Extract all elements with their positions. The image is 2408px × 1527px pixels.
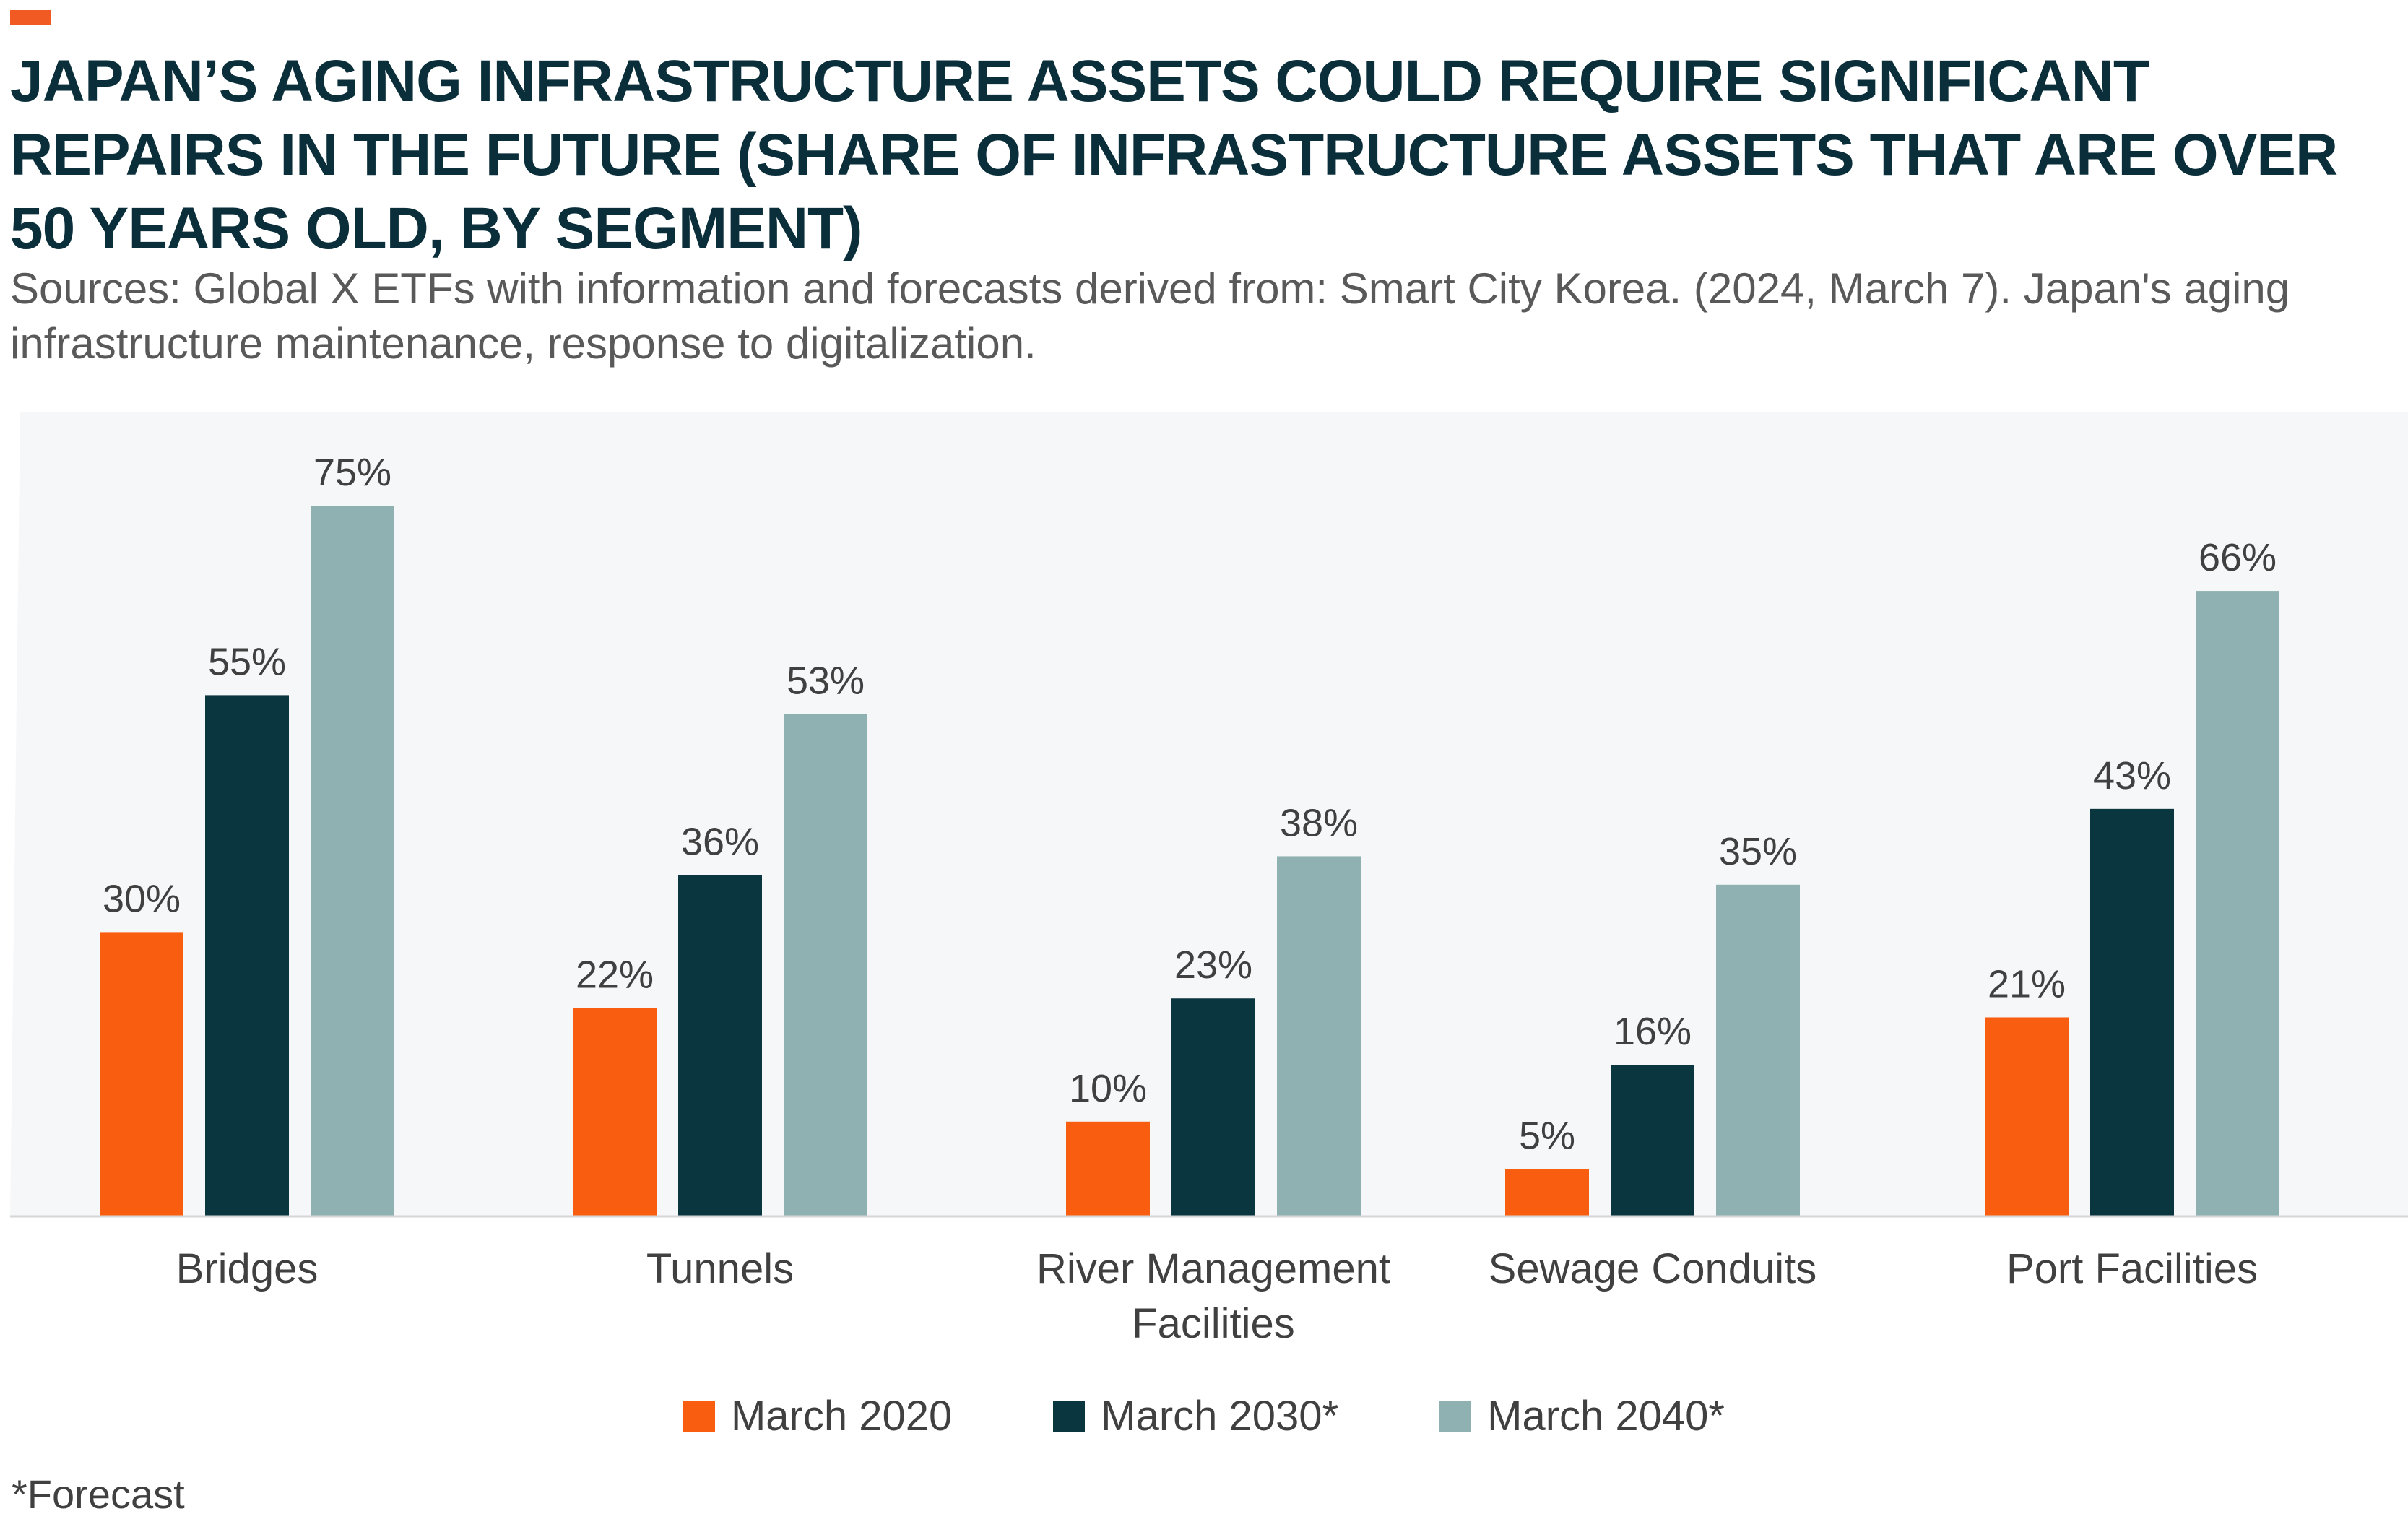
data-label-3-0: 5%: [1519, 1114, 1575, 1157]
legend-item-1: March 2030*: [1053, 1391, 1338, 1442]
legend-swatch-2: [1439, 1401, 1472, 1432]
category-label-1: Tunnels: [646, 1245, 794, 1292]
data-label-2-0: 10%: [1069, 1067, 1147, 1110]
legend-item-2: March 2040*: [1439, 1391, 1725, 1442]
data-label-2-1: 23%: [1174, 943, 1252, 987]
bar-2-1: [1171, 998, 1255, 1216]
bar-3-2: [1716, 884, 1800, 1216]
data-label-0-2: 75%: [313, 451, 391, 494]
data-label-3-1: 16%: [1614, 1010, 1692, 1053]
category-label-4: Port Facilities: [2006, 1245, 2258, 1292]
bar-0-0: [100, 932, 183, 1216]
data-label-0-0: 30%: [103, 877, 181, 920]
data-label-1-1: 36%: [681, 821, 759, 864]
legend-swatch-1: [1053, 1401, 1086, 1432]
bar-4-1: [2090, 808, 2174, 1216]
accent-bar: [10, 10, 51, 25]
legend-label-1: March 2030*: [1101, 1393, 1339, 1440]
bar-3-1: [1611, 1065, 1694, 1216]
data-label-1-0: 22%: [576, 953, 654, 996]
data-label-4-1: 43%: [2093, 754, 2171, 797]
data-label-4-0: 21%: [1988, 962, 2066, 1005]
chart-title: JAPAN’S AGING INFRASTRUCTURE ASSETS COUL…: [10, 48, 2338, 261]
data-label-3-2: 35%: [1719, 830, 1797, 873]
category-label-2-line1: Facilities: [1132, 1300, 1295, 1347]
bar-4-0: [1985, 1017, 2069, 1216]
chart-subtitle: Sources: Global X ETFs with information …: [10, 264, 2290, 368]
legend-label-2: March 2040*: [1487, 1393, 1725, 1440]
bar-1-1: [678, 875, 762, 1216]
legend: March 2020 March 2030* March 2040*: [0, 1391, 2408, 1442]
legend-label-0: March 2020: [730, 1393, 953, 1440]
bar-0-1: [205, 695, 289, 1216]
category-label-3: Sewage Conduits: [1489, 1245, 1817, 1292]
legend-item-0: March 2020: [683, 1391, 952, 1442]
category-label-2-line0: River Management: [1036, 1245, 1390, 1292]
bar-1-0: [573, 1008, 657, 1216]
data-label-2-2: 38%: [1280, 801, 1358, 844]
bar-0-2: [311, 506, 394, 1216]
bar-3-0: [1505, 1169, 1589, 1216]
data-label-4-2: 66%: [2199, 536, 2277, 579]
bar-4-2: [2196, 591, 2279, 1216]
data-label-1-2: 53%: [787, 659, 865, 703]
footnote: *Forecast: [12, 1471, 185, 1517]
bar-1-2: [784, 714, 867, 1216]
bar-2-0: [1066, 1121, 1150, 1216]
legend-swatch-0: [683, 1401, 715, 1432]
bar-2-2: [1277, 856, 1361, 1216]
category-label-0: Bridges: [176, 1245, 319, 1292]
data-label-0-1: 55%: [208, 640, 286, 683]
